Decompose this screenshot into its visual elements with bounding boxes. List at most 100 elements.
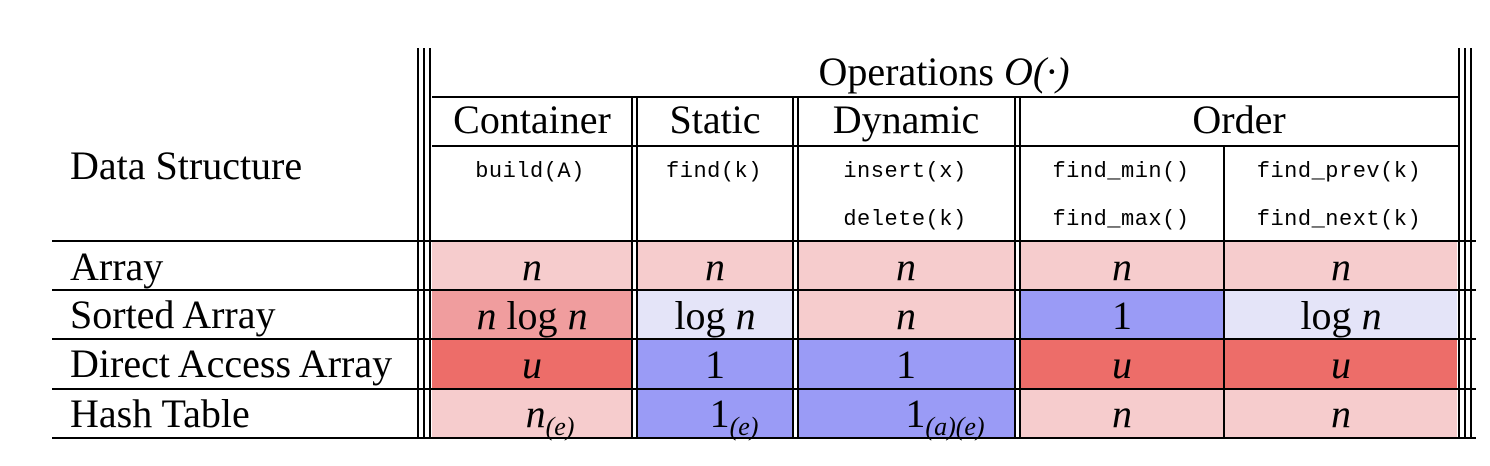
data-structure-header: Data Structure [70, 143, 303, 188]
cell-value: 1 [905, 391, 926, 436]
op-find-max: find_max() [1052, 207, 1190, 232]
rule-left-3 [429, 48, 431, 439]
cell-value: u [1112, 342, 1132, 387]
operations-label: Operations [818, 49, 1004, 94]
rule-dynamic-order-2 [1019, 97, 1021, 439]
op-find-prev: find_prev(k) [1256, 159, 1422, 184]
cell-array-static: n [705, 247, 725, 287]
row-label-direct-access-array: Direct Access Array [70, 341, 393, 386]
op-find: find(k) [666, 159, 762, 184]
cell-bg-hash-static [637, 390, 792, 438]
cell-hash-static: 1(e) [710, 394, 759, 440]
cell-bg-daa-container [432, 340, 631, 389]
rule-row-1 [52, 289, 1476, 291]
cell-sorted-container: n log n [476, 296, 587, 336]
cell-sorted-dynamic: n [896, 296, 916, 336]
cell-bg-daa-order-b [1225, 340, 1457, 389]
row-label-sorted-array: Sorted Array [70, 292, 276, 337]
cell-value: 1 [896, 342, 916, 387]
cell-value: n [1112, 391, 1132, 436]
rule-order-split [1223, 146, 1225, 439]
row-label-hash-table: Hash Table [70, 391, 250, 436]
cell-daa-dynamic: 1 [896, 345, 916, 385]
cell-hash-order-b: n [1331, 394, 1351, 434]
cell-value: n [1331, 391, 1351, 436]
cell-hash-container: n(e) [526, 394, 575, 440]
rule-under-groups [432, 145, 1458, 147]
cell-value: n [522, 244, 542, 289]
cell-subscript: (e) [545, 412, 575, 441]
cell-daa-order-a: u [1112, 345, 1132, 385]
cell-bg-array-order-b [1225, 242, 1457, 290]
cell-subscript: (a)(e) [925, 412, 985, 441]
cell-bg-daa-static [637, 340, 792, 389]
rule-container-static-2 [636, 97, 638, 439]
cell-bg-hash-dynamic [799, 390, 1014, 438]
op-insert: insert(x) [843, 159, 967, 184]
rule-row-3 [52, 388, 1476, 390]
group-dynamic: Dynamic [832, 97, 980, 142]
cell-value: n [896, 244, 916, 289]
op-find-min: find_min() [1052, 159, 1190, 184]
cell-bg-daa-order-a [1020, 340, 1224, 389]
cell-value: n [896, 293, 916, 338]
cell-bg-array-static [637, 242, 792, 290]
rule-row-2 [52, 338, 1476, 340]
cell-value: log n [674, 293, 756, 338]
cell-daa-order-b: u [1331, 345, 1351, 385]
cell-bg-hash-order-b [1225, 390, 1457, 438]
cell-hash-order-a: n [1112, 394, 1132, 434]
cell-array-order-a: n [1112, 247, 1132, 287]
cell-bg-array-dynamic [799, 242, 1014, 290]
rule-container-static-1 [631, 97, 633, 439]
cell-value: 1 [705, 342, 725, 387]
rule-left-1 [417, 48, 419, 439]
op-build: build(A) [475, 159, 585, 184]
cell-sorted-static: log n [674, 296, 755, 336]
cell-array-dynamic: n [896, 247, 916, 287]
cell-daa-container: u [522, 345, 542, 385]
rule-static-dynamic-1 [792, 97, 794, 439]
cell-bg-daa-dynamic [799, 340, 1014, 389]
cell-value: u [522, 342, 542, 387]
group-container: Container [453, 97, 611, 142]
op-find-next: find_next(k) [1256, 207, 1422, 232]
rule-under-operations [432, 96, 1458, 98]
rule-right-3 [1470, 48, 1472, 439]
cell-sorted-order-a: 1 [1112, 296, 1132, 336]
cell-value: log n [1300, 293, 1382, 338]
cell-bg-sorted-container [432, 291, 631, 339]
cell-array-order-b: n [1331, 247, 1351, 287]
cell-value: 1 [1112, 293, 1132, 338]
rule-right-1 [1458, 48, 1460, 439]
rule-bottom [52, 437, 1476, 439]
rule-static-dynamic-2 [797, 97, 799, 439]
group-static: Static [669, 97, 761, 142]
cell-daa-static: 1 [705, 345, 725, 385]
rule-left-2 [423, 48, 425, 439]
cell-bg-sorted-order-a [1020, 291, 1224, 339]
cell-bg-hash-order-a [1020, 390, 1224, 438]
cell-hash-dynamic: 1(a)(e) [905, 394, 984, 440]
row-label-array: Array [70, 244, 164, 289]
cell-bg-sorted-order-b [1225, 291, 1457, 339]
operations-title: Operations O(·) [818, 52, 1069, 92]
cell-bg-hash-container [432, 390, 631, 438]
operations-symbol: O(·) [1003, 49, 1070, 94]
rule-right-2 [1464, 48, 1466, 439]
cell-bg-array-order-a [1020, 242, 1224, 290]
cell-bg-sorted-static [637, 291, 792, 339]
cell-value: n [1112, 244, 1132, 289]
cell-array-container: n [522, 247, 542, 287]
rule-under-header [52, 240, 1476, 242]
cell-value: n log n [476, 293, 588, 338]
cell-value: n [1331, 244, 1351, 289]
op-delete: delete(k) [843, 207, 967, 232]
cell-bg-sorted-dynamic [799, 291, 1014, 339]
group-order: Order [1192, 97, 1286, 142]
cell-value: u [1331, 342, 1351, 387]
cell-value: 1 [709, 391, 730, 436]
rule-dynamic-order-1 [1014, 97, 1016, 439]
cell-bg-array-container [432, 242, 631, 290]
cell-sorted-order-b: log n [1300, 296, 1381, 336]
